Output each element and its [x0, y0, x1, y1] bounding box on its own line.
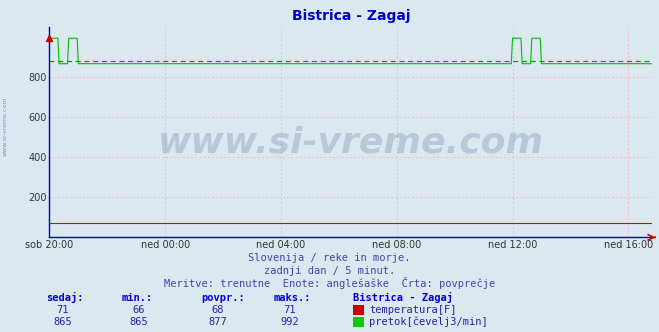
Text: 992: 992 [281, 317, 299, 327]
Text: temperatura[F]: temperatura[F] [369, 305, 457, 315]
Text: pretok[čevelj3/min]: pretok[čevelj3/min] [369, 316, 488, 327]
Text: Slovenija / reke in morje.: Slovenija / reke in morje. [248, 253, 411, 263]
Text: www.si-vreme.com: www.si-vreme.com [3, 96, 8, 156]
Title: Bistrica - Zagaj: Bistrica - Zagaj [292, 9, 410, 23]
Text: www.si-vreme.com: www.si-vreme.com [158, 125, 544, 159]
Text: maks.:: maks.: [273, 293, 311, 303]
Text: 66: 66 [132, 305, 144, 315]
Text: povpr.:: povpr.: [201, 293, 244, 303]
Text: 71: 71 [57, 305, 69, 315]
Text: 68: 68 [212, 305, 223, 315]
Text: zadnji dan / 5 minut.: zadnji dan / 5 minut. [264, 266, 395, 276]
Text: min.:: min.: [122, 293, 153, 303]
Text: 865: 865 [129, 317, 148, 327]
Text: 71: 71 [284, 305, 296, 315]
Text: Bistrica - Zagaj: Bistrica - Zagaj [353, 292, 453, 303]
Text: Meritve: trenutne  Enote: anglešaške  Črta: povprečje: Meritve: trenutne Enote: anglešaške Črta… [164, 277, 495, 289]
Text: sedaj:: sedaj: [46, 292, 84, 303]
Text: 865: 865 [53, 317, 72, 327]
Text: 877: 877 [208, 317, 227, 327]
